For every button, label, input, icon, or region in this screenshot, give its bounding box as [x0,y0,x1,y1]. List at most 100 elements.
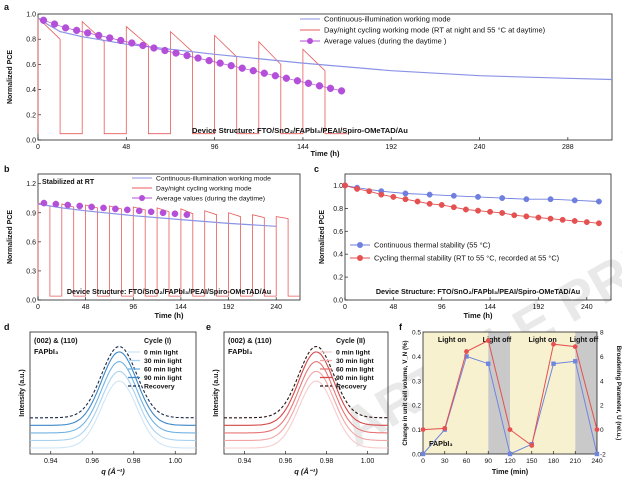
panel-f-broadening-point [529,443,535,448]
panel-f-shaded-region [575,332,597,454]
panel-a-average-point [216,59,224,67]
panel-f-y-tick-label: 0.2 [412,403,421,410]
panel-c-legend-label: Continuous thermal stability (55 °C) [374,241,490,250]
panel-c-cycling-point [426,200,433,207]
panel-e-peak-label: (002) & (110) [228,336,272,345]
panel-b-average-point [52,200,60,208]
panel-f-x-tick-label: 60 [463,458,471,465]
panel-c-cycling-point [475,207,481,214]
panel-e-x-tick-label: 0.94 [238,458,252,465]
panel-a-average-point [95,31,103,40]
panel-a-x-tick-label: 192 [385,144,397,151]
panel-c-continuous-point [450,192,457,199]
panel-a-average-point [271,72,279,80]
panel-a-average-point [139,41,147,50]
panel-b-x-tick-label: 192 [223,304,235,311]
panel-a-x-tick-label: 144 [297,144,309,151]
panel-b-average-point [88,203,95,211]
panel-b-y-axis-title: Normalized PCE [7,210,14,264]
panel-a-legend-label: Average values (during the daytime ) [324,37,447,46]
panel-c-cycling-point [499,209,506,216]
panel-c-device-structure: Device Structure: FTO/SnO₂/FAPbI₃/PEAI/S… [376,287,580,296]
panel-c-cycling-point [462,206,469,213]
panel-f-broadening-point [485,338,491,343]
panel-f-x-tick-label: 180 [548,458,560,465]
panel-a-chart: 0 48 96 144 192 240 288 0.0 0.2 0.4 0.6 0.8 1.0 Norma… [7,12,613,158]
panel-a-average-point [106,34,114,42]
panel-d-x-tick-label: 0.96 [85,458,99,465]
panel-f-x-tick-label: 120 [504,458,516,465]
panel-f-broadening-point [464,349,469,354]
panel-c-cycling-point [559,216,566,223]
panel-b-legend-label: Continuous-illumination working mode [156,176,271,183]
panel-b-chart: 0 48 96 144 192 240 0.0 0.3 0.6 0.9 1.2 Normalized … [7,173,301,320]
panel-a-average-point [117,36,125,45]
panel-a-average-point [326,84,335,92]
panel-b-legend-label: Day/night cycling working mode [156,186,252,193]
panel-a-average-point [150,44,158,52]
panel-a-average-point [304,79,313,87]
panel-a-y-tick-label: 0.0 [26,138,36,145]
panel-e-series-curve [224,345,388,419]
panel-d-x-tick-label: 0.94 [44,458,58,465]
panel-b-series-cycling-line [37,202,300,297]
panel-f-x-tick-label: 210 [570,458,582,465]
panel-d-legend-title: Cycle (I) [144,338,171,345]
panel-a-average-point [61,24,70,32]
panel-f-broadening-point [594,427,600,432]
panel-b-x-tick-label: 96 [129,304,137,311]
panel-f-y-tick-label: 0.3 [412,378,421,385]
panel-c-x-tick-label: 0 [343,304,347,311]
panel-a-x-tick-label: 288 [562,144,574,151]
panel-d-peak-label: (002) & (110) [34,336,78,345]
panel-f-x-tick-label: 240 [591,458,603,465]
panel-b-average-point [147,208,155,216]
panel-b-average-point [112,205,119,213]
panel-a-series-continuous-line [37,17,613,81]
panel-c-x-tick-label: 96 [438,304,446,311]
panel-d-y-axis-title: Intensity (a.u.) [19,369,26,416]
panel-d-series-curve [30,351,196,426]
panel-letter-d: d [4,322,10,332]
panel-f-chart: 0 30 60 90 120 150 180 210 2400.00.10.20.30.40.5… [402,330,622,477]
panel-c-cycling-point [378,191,385,198]
panel-f-broadening-point [551,341,556,347]
panel-a-average-point [172,49,180,57]
panel-c-continuous-point [547,196,554,203]
panel-a-y-axis-title: Normalized PCE [7,50,14,104]
panel-a-average-point [50,20,59,28]
panel-c-cycling-point [595,220,602,227]
panel-d-x-tick-label: 0.98 [127,458,141,465]
panel-c-y-axis-title: Normalized PCE [319,210,326,264]
panel-d-series-curve [30,345,196,419]
panel-f-y-right-tick-label: -2 [600,452,606,459]
panel-a-x-tick-label: 0 [36,144,40,151]
panel-f-x-tick-label: 0 [421,458,425,465]
panel-f-y-axis-title: Change in unit cell volume, V_N (%) [402,340,409,445]
panel-a-legend-label: Continuous-illumination working mode [324,15,451,24]
panel-c-continuous-point [426,191,433,198]
panel-e-plot-frame [223,331,389,455]
panel-f-x-tick-label: 30 [441,458,449,465]
panel-a-y-tick-label: 0.6 [26,62,36,69]
panel-d-material-label: FAPbI₃ [34,347,58,356]
panel-a-series-average-line [43,19,342,92]
panel-b-average-point [135,207,143,215]
panel-b-x-axis-title: Time (h) [154,311,184,320]
panel-f-volume-point [551,361,556,366]
panel-c-series-continuous-line [344,185,599,202]
panel-d-x-tick-label: 1.00 [168,458,182,465]
panel-c-y-tick-label: 0.0 [333,298,343,305]
panel-c-chart: 0 48 96 144 192 240 0.0 0.2 0.4 0.6 0.8 1.0 Normaliz… [319,173,612,320]
panel-b-y-tick-label: 0.3 [26,268,36,275]
panel-a-average-point [161,46,169,55]
panel-letter-b: b [4,164,10,174]
panel-c-y-tick-label: 0.4 [333,252,343,259]
panel-c-cycling-point [342,182,348,189]
panel-c-cycling-point [571,218,578,224]
panel-a-legend-label: Day/night cycling working mode (RT at ni… [324,26,546,35]
panel-c-y-tick-label: 0.8 [333,206,343,213]
panel-f-y-right-tick-label: 0 [600,427,604,434]
panel-e-legend-label: 30 min light [336,358,375,365]
panel-a-y-tick-label: 0.4 [26,87,36,94]
